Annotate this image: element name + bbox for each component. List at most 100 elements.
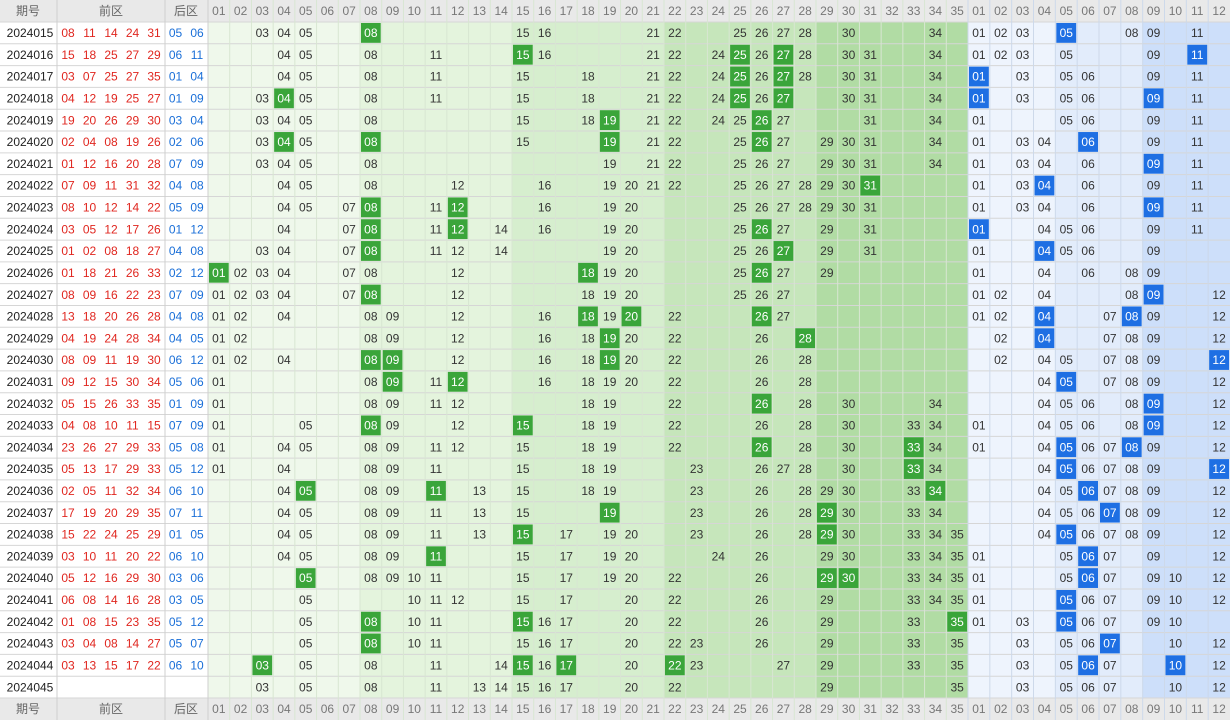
front-cell: 29 [820,506,834,520]
back-number: 06 [169,48,183,62]
issue: 2024018 [7,91,54,105]
back-cell: 02 [994,288,1008,302]
front-zone [338,22,360,698]
front-cell: 17 [560,658,574,672]
front-cell: 28 [798,201,812,215]
back-cell: 08 [1125,266,1139,280]
front-cell: 31 [864,222,878,236]
front-cell: 16 [538,658,552,672]
back-cell: 09 [1147,157,1161,171]
front-hit [599,110,620,131]
front-column-label: 34 [929,4,943,18]
front-number: 02 [61,484,75,498]
back-column-label: 06 [1081,702,1095,716]
front-cell: 17 [560,637,574,651]
front-cell: 29 [820,637,834,651]
back-cell: 03 [1016,637,1030,651]
front-cell: 05 [299,680,313,694]
front-zone [403,22,426,698]
front-cell: 05 [299,26,313,40]
front-cell: 03 [256,244,270,258]
back-cell: 10 [1169,658,1183,672]
front-cell: 04 [277,135,291,149]
front-column-label: 10 [408,702,422,716]
front-cell: 19 [603,462,617,476]
front-cell: 04 [277,266,291,280]
front-cell: 34 [929,528,943,542]
issue: 2024038 [7,528,54,542]
front-cell: 03 [256,680,270,694]
back-cell: 01 [972,157,986,171]
front-number: 07 [83,70,97,84]
front-cell: 18 [581,113,595,127]
front-cell: 29 [820,615,834,629]
front-cell: 12 [451,375,465,389]
front-cell: 16 [538,680,552,694]
front-cell: 09 [386,419,400,433]
front-cell: 22 [668,440,682,454]
issue: 2024017 [7,70,54,84]
front-zone [620,22,643,698]
back-cell: 03 [1016,201,1030,215]
front-cell: 12 [451,244,465,258]
front-cell: 14 [494,658,508,672]
front-number: 28 [147,157,161,171]
back-cell: 06 [1081,680,1095,694]
front-cell: 29 [820,680,834,694]
front-cell: 11 [430,506,443,520]
front-cell: 04 [277,484,291,498]
front-hit [773,241,794,261]
front-number: 02 [83,244,97,258]
back-cell: 01 [972,419,986,433]
back-cell: 06 [1081,462,1095,476]
front-zone [316,22,339,698]
back-cell: 05 [1060,419,1074,433]
back-number: 05 [190,331,204,345]
front-number: 11 [126,419,139,433]
back-hit [969,88,989,109]
back-cell: 07 [1103,462,1117,476]
front-cell: 17 [560,680,574,694]
front-cell: 28 [798,528,812,542]
front-number: 29 [126,440,140,454]
front-cell: 13 [473,680,487,694]
back-cell: 09 [1147,266,1161,280]
front-cell: 26 [755,506,769,520]
front-cell: 04 [277,462,291,476]
front-cell: 25 [733,48,747,62]
back-cell: 09 [1147,222,1161,236]
front-number: 04 [83,135,97,149]
front-number: 11 [105,549,118,563]
front-column-label: 07 [342,4,356,18]
front-cell: 08 [364,549,378,563]
back-cell: 07 [1103,549,1117,563]
front-number: 12 [83,375,97,389]
front-number: 33 [147,462,161,476]
back-cell: 02 [994,331,1008,345]
back-cell: 09 [1147,440,1161,454]
front-cell: 05 [299,201,313,215]
back-cell: 04 [1038,375,1052,389]
back-cell: 04 [1038,419,1052,433]
back-cell: 01 [972,288,986,302]
front-cell: 04 [277,288,291,302]
front-cell: 23 [690,506,704,520]
front-cell: 31 [864,244,878,258]
front-number: 22 [147,201,161,215]
front-cell: 12 [451,419,465,433]
front-number: 15 [104,658,118,672]
front-cell: 12 [451,353,465,367]
front-cell: 29 [820,157,834,171]
front-cell: 03 [256,288,270,302]
back-zone [1099,22,1121,698]
front-column-label: 19 [603,702,617,716]
front-cell: 16 [538,310,552,324]
front-number: 20 [126,157,140,171]
back-cell: 06 [1081,658,1095,672]
front-cell: 27 [777,70,791,84]
front-number: 26 [126,310,140,324]
front-number: 05 [61,462,75,476]
front-number: 30 [147,353,161,367]
front-number: 26 [126,266,140,280]
